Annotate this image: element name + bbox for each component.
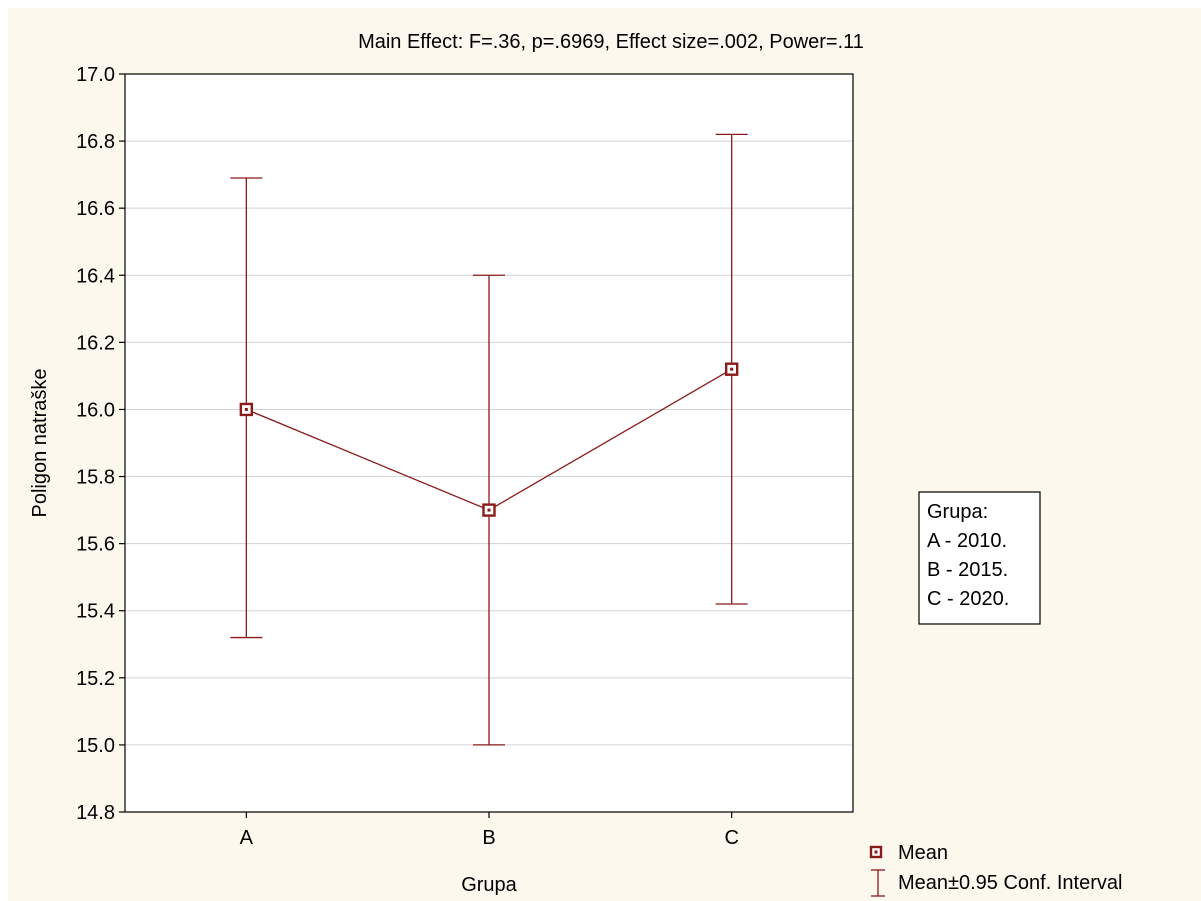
y-tick-label: 15.6 bbox=[76, 534, 115, 556]
chart-title: Main Effect: F=.36, p=.6969, Effect size… bbox=[358, 31, 864, 53]
x-tick-label: B bbox=[482, 827, 495, 849]
y-tick-label: 14.8 bbox=[76, 802, 115, 824]
group-legend-item-b: B - 2015. bbox=[927, 559, 1008, 581]
error-bar-icon bbox=[871, 869, 885, 897]
x-tick-label: C bbox=[724, 827, 738, 849]
chart-svg: 14.8 15.0 15.2 15.4 15.6 15.8 16.0 16.2 16.4 16.6… bbox=[29, 31, 1122, 897]
legend-mean-label: Mean bbox=[898, 842, 948, 864]
legend-ci-label: Mean±0.95 Conf. Interval bbox=[898, 872, 1122, 894]
mean-point bbox=[724, 362, 739, 376]
y-tick-label: 16.0 bbox=[76, 399, 115, 421]
y-tick-label: 17.0 bbox=[76, 64, 115, 86]
chart-container: 14.8 15.0 15.2 15.4 15.6 15.8 16.0 16.2 16.4 16.6… bbox=[8, 8, 1201, 901]
y-tick-label: 15.0 bbox=[76, 735, 115, 757]
y-tick-label: 16.4 bbox=[76, 265, 115, 287]
mean-point-center bbox=[730, 367, 734, 371]
y-tick-label: 16.8 bbox=[76, 131, 115, 153]
y-tick-label: 15.4 bbox=[76, 601, 115, 623]
y-axis: 14.8 15.0 15.2 15.4 15.6 15.8 16.0 16.2 16.4 16.6… bbox=[76, 64, 125, 824]
legend: Mean Mean±0.95 Conf. Interval bbox=[869, 842, 1122, 897]
group-legend-item-c: C - 2020. bbox=[927, 588, 1009, 610]
group-legend-frame bbox=[918, 491, 1041, 625]
x-axis-title: Grupa bbox=[461, 874, 517, 896]
group-legend-item-a: A - 2010. bbox=[927, 530, 1007, 552]
mean-marker-icon bbox=[869, 845, 883, 859]
y-axis-title: Poligon natraške bbox=[29, 369, 51, 518]
mean-point bbox=[239, 402, 254, 417]
y-tick-label: 16.6 bbox=[76, 198, 115, 220]
group-legend-box: Grupa: A - 2010. B - 2015. C - 2020. bbox=[918, 491, 1041, 625]
series-layer bbox=[230, 133, 748, 746]
y-tick-label: 15.8 bbox=[76, 467, 115, 489]
mean-point-center bbox=[244, 407, 248, 411]
mean-point bbox=[482, 503, 496, 517]
x-tick-label: A bbox=[240, 827, 254, 849]
y-tick-label: 16.2 bbox=[76, 332, 115, 354]
y-tick-label: 15.2 bbox=[76, 668, 115, 690]
group-legend-title: Grupa: bbox=[927, 501, 988, 523]
legend-mean-center bbox=[874, 850, 878, 854]
x-axis: A B C bbox=[240, 812, 739, 849]
mean-point-center bbox=[487, 508, 491, 512]
